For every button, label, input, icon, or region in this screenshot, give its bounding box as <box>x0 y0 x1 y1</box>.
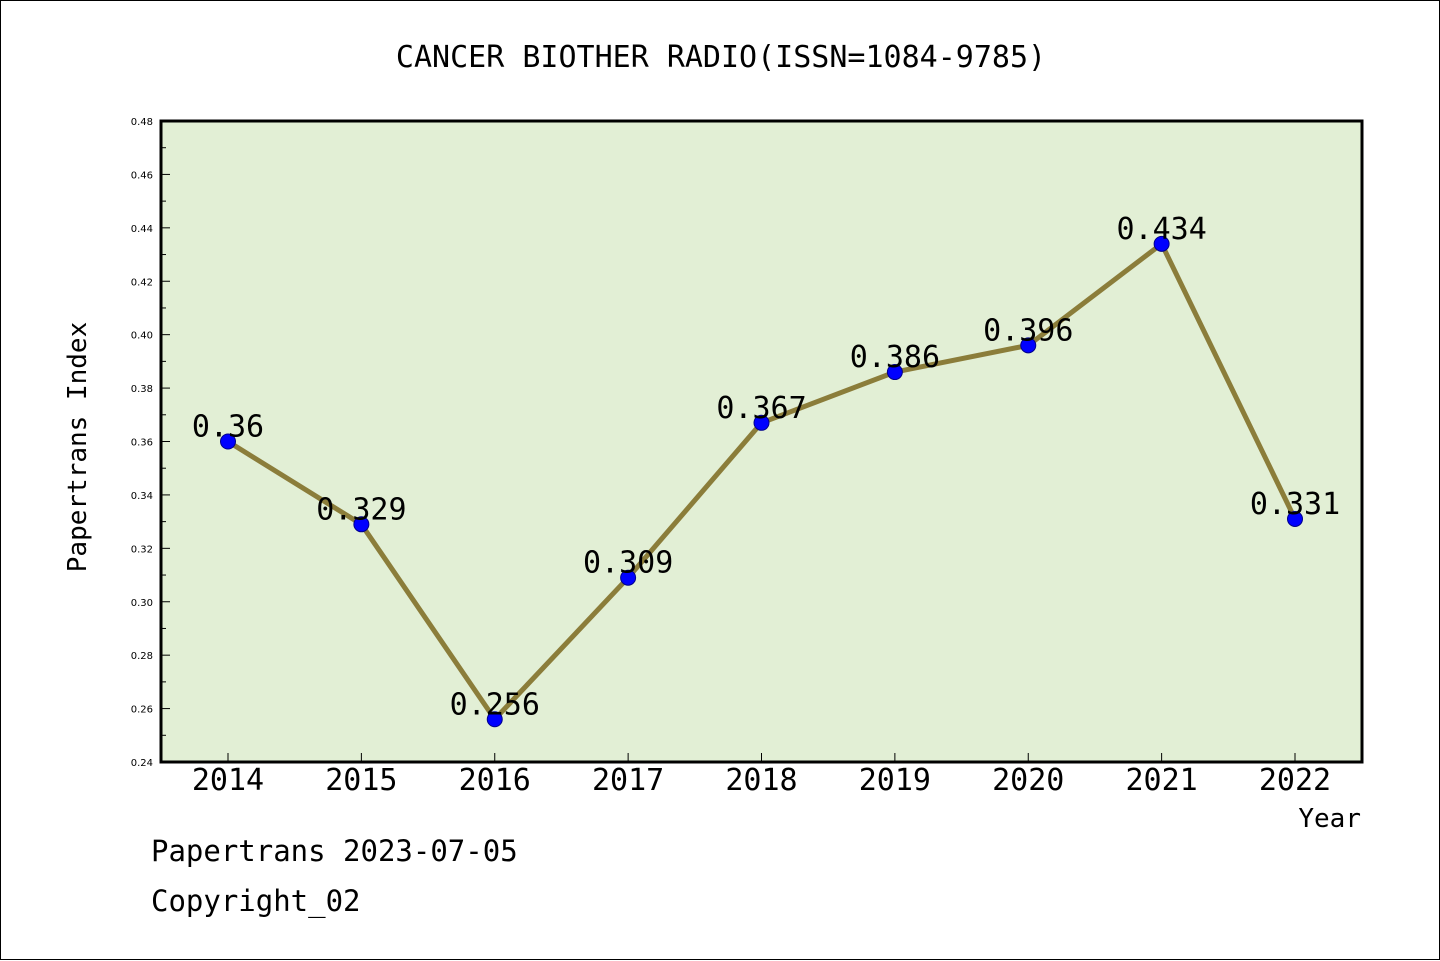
data-label: 0.331 <box>1250 487 1340 522</box>
data-label: 0.434 <box>1116 212 1206 247</box>
y-tick-label: 0.28 <box>131 651 153 662</box>
data-point <box>220 433 236 450</box>
data-label: 0.36 <box>192 410 264 445</box>
data-point <box>753 414 770 431</box>
x-tick-label: 2022 <box>1259 763 1331 798</box>
y-tick-label: 0.40 <box>131 331 153 342</box>
footer-copyright: Copyright_02 <box>151 884 361 918</box>
x-tick-label: 2019 <box>859 763 931 798</box>
x-tick-label: 2016 <box>459 763 531 798</box>
y-tick-label: 0.44 <box>131 224 153 235</box>
plot-area <box>159 119 1364 764</box>
y-tick-label: 0.38 <box>131 384 153 395</box>
data-point <box>1020 337 1037 354</box>
x-axis-label: Year <box>1298 804 1361 834</box>
x-tick-label: 2020 <box>992 763 1064 798</box>
y-tick-label: 0.36 <box>131 438 153 449</box>
y-tick-label: 0.46 <box>131 170 153 181</box>
data-label: 0.367 <box>716 391 806 426</box>
y-tick-label: 0.48 <box>131 117 153 128</box>
x-tick-label: 2021 <box>1126 763 1198 798</box>
data-label: 0.386 <box>850 340 940 375</box>
data-point <box>1153 235 1170 252</box>
data-point <box>353 516 370 533</box>
data-point <box>486 711 503 728</box>
y-tick-label: 0.30 <box>131 598 153 609</box>
data-label: 0.309 <box>583 546 673 581</box>
x-tick-label: 2015 <box>325 763 397 798</box>
data-points <box>220 235 1303 728</box>
y-tick-label: 0.32 <box>131 544 153 555</box>
data-label: 0.256 <box>450 687 540 722</box>
data-point <box>886 364 903 381</box>
y-axis-label: Papertrans Index <box>63 322 93 572</box>
y-tick-label: 0.42 <box>131 277 153 288</box>
y-tick-label: 0.34 <box>131 491 153 502</box>
y-tick-label: 0.26 <box>131 705 153 716</box>
y-axis: 0.24 0.26 0.28 0.30 0.32 0.34 0.36 0.38 0.40 0.42… <box>131 117 170 769</box>
data-label: 0.396 <box>983 313 1073 348</box>
x-tick-label: 2014 <box>192 763 264 798</box>
x-tick-label: 2017 <box>592 763 664 798</box>
data-point <box>1287 510 1303 527</box>
x-axis: 2014 2015 2016 2017 2018 2019 2020 2021 2022 <box>192 753 1331 798</box>
data-label: 0.329 <box>316 492 406 527</box>
y-tick-label: 0.24 <box>131 758 153 769</box>
chart-title: CANCER BIOTHER RADIO(ISSN=1084-9785) <box>396 40 1046 75</box>
data-point <box>620 569 637 586</box>
footer-date: Papertrans 2023-07-05 <box>151 834 518 868</box>
data-labels: 0.36 0.329 0.256 0.309 0.367 0.386 0.396 0.434 0… <box>192 212 1340 722</box>
x-tick-label: 2018 <box>725 763 797 798</box>
